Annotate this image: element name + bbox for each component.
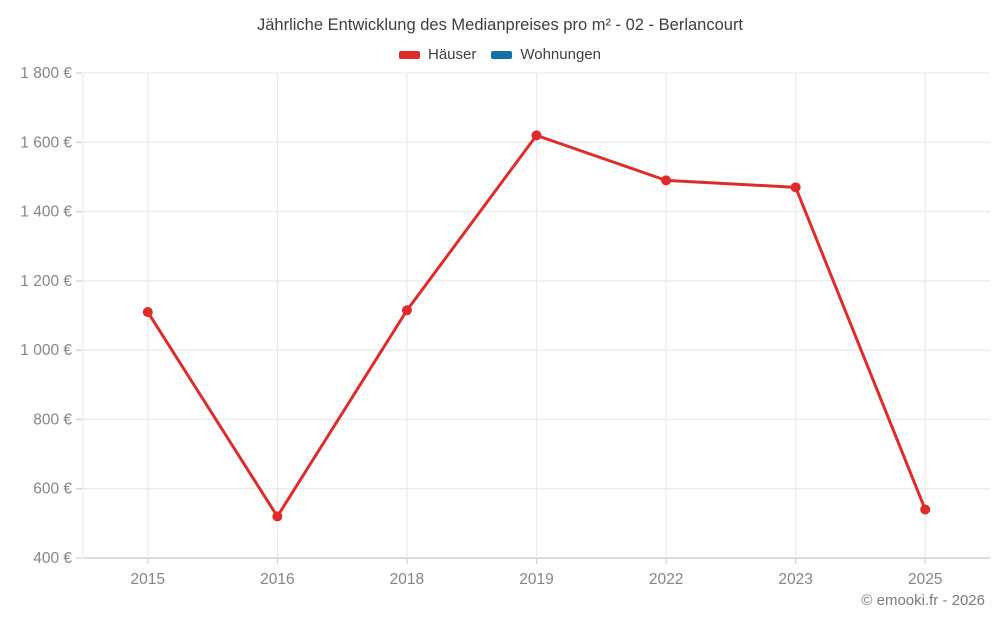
chart-legend: Häuser Wohnungen — [0, 46, 1000, 63]
y-axis-label: 800 € — [33, 411, 72, 428]
legend-item-hauser[interactable]: Häuser — [399, 46, 476, 63]
x-axis-label: 2018 — [390, 571, 424, 588]
legend-label: Wohnungen — [520, 46, 601, 63]
legend-item-wohnungen[interactable]: Wohnungen — [491, 46, 601, 63]
x-axis-label: 2016 — [260, 571, 294, 588]
legend-label: Häuser — [428, 46, 477, 63]
legend-swatch-icon — [399, 50, 420, 59]
x-axis-label: 2015 — [131, 571, 165, 588]
copyright-footer: © emooki.fr - 2026 — [861, 592, 985, 609]
y-axis-label: 1 800 € — [20, 65, 72, 82]
data-point-hauser-2019[interactable] — [531, 130, 542, 141]
data-point-hauser-2023[interactable] — [790, 182, 801, 193]
data-point-hauser-2025[interactable] — [920, 504, 931, 515]
data-point-hauser-2016[interactable] — [272, 511, 283, 522]
y-axis-label: 600 € — [33, 481, 72, 498]
data-point-hauser-2015[interactable] — [142, 307, 153, 318]
x-axis-label: 2022 — [649, 571, 683, 588]
data-point-hauser-2022[interactable] — [661, 175, 672, 186]
data-point-hauser-2018[interactable] — [401, 305, 412, 316]
legend-swatch-icon — [491, 50, 513, 59]
chart-title: Jährliche Entwicklung des Medianpreises … — [256, 16, 744, 34]
x-axis-label: 2023 — [778, 571, 812, 588]
x-axis-label: 2025 — [908, 571, 942, 588]
x-axis-label: 2019 — [519, 571, 553, 588]
y-axis-label: 1 400 € — [20, 204, 72, 221]
y-axis-label: 400 € — [33, 550, 72, 567]
y-axis-label: 1 000 € — [20, 342, 72, 359]
y-axis-label: 1 600 € — [20, 134, 72, 151]
y-axis-label: 1 200 € — [20, 273, 72, 290]
